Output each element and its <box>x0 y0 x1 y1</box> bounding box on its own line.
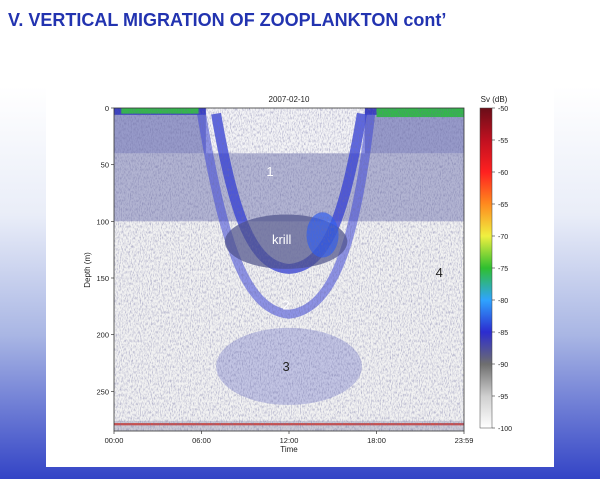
colorbar-tick-label: -85 <box>498 330 508 337</box>
echo-annotations: 1 krill 2 3 4 <box>266 164 442 374</box>
colorbar-tick-label: -80 <box>498 298 508 305</box>
colorbar-tick-label: -95 <box>498 394 508 401</box>
y-axis-ticks: 0 50 100 150 200 250 <box>96 104 114 396</box>
x-axis-label: Time <box>280 445 298 454</box>
colorbar-tick-label: -70 <box>498 234 508 241</box>
colorbar-scale <box>479 107 493 429</box>
y-tick-label: 150 <box>96 274 109 283</box>
x-tick-label: 23:59 <box>455 436 474 445</box>
y-tick-label: 0 <box>105 104 109 113</box>
colorbar-tick-label: -90 <box>498 362 508 369</box>
colorbar-tick-label: -60 <box>498 170 508 177</box>
echo-noise-texture <box>114 108 464 431</box>
echogram-chart: 2007-02-10 Time Depth (m) 00:00 06:00 12:0… <box>83 95 512 454</box>
colorbar-label: Sv (dB) <box>481 95 508 104</box>
colorbar-tick-label: -55 <box>498 138 508 145</box>
x-axis-ticks: 00:00 06:00 12:00 18:00 23:59 <box>105 431 474 445</box>
annotation-label: krill <box>272 232 292 247</box>
colorbar-tick-label: -75 <box>498 266 508 273</box>
chart-title: 2007-02-10 <box>269 95 310 104</box>
y-tick-label: 250 <box>96 387 109 396</box>
echogram-plot-area <box>114 108 464 431</box>
echogram-figure: 2007-02-10 Time Depth (m) 00:00 06:00 12:0… <box>46 80 554 467</box>
annotation-label: 4 <box>436 265 443 280</box>
slide-title: V. VERTICAL MIGRATION OF ZOOPLANKTON con… <box>8 10 447 30</box>
x-tick-label: 18:00 <box>367 436 386 445</box>
colorbar-tick-label: -50 <box>498 106 508 113</box>
colorbar-tick-label: -65 <box>498 202 508 209</box>
x-tick-label: 00:00 <box>105 436 124 445</box>
y-axis-label: Depth (m) <box>83 252 92 288</box>
colorbar-tick-label: -100 <box>498 426 512 433</box>
y-tick-label: 100 <box>96 217 109 226</box>
y-tick-label: 50 <box>101 161 109 170</box>
annotation-label: 1 <box>266 164 273 179</box>
y-tick-label: 200 <box>96 331 109 340</box>
annotation-label: 2 <box>282 298 289 313</box>
annotation-label: 3 <box>282 359 289 374</box>
colorbar: Sv (dB) -50 -55 -60 -65 -70 -75 -80 -85 -90 -95 -1… <box>479 95 512 433</box>
x-tick-label: 12:00 <box>280 436 299 445</box>
x-tick-label: 06:00 <box>192 436 211 445</box>
